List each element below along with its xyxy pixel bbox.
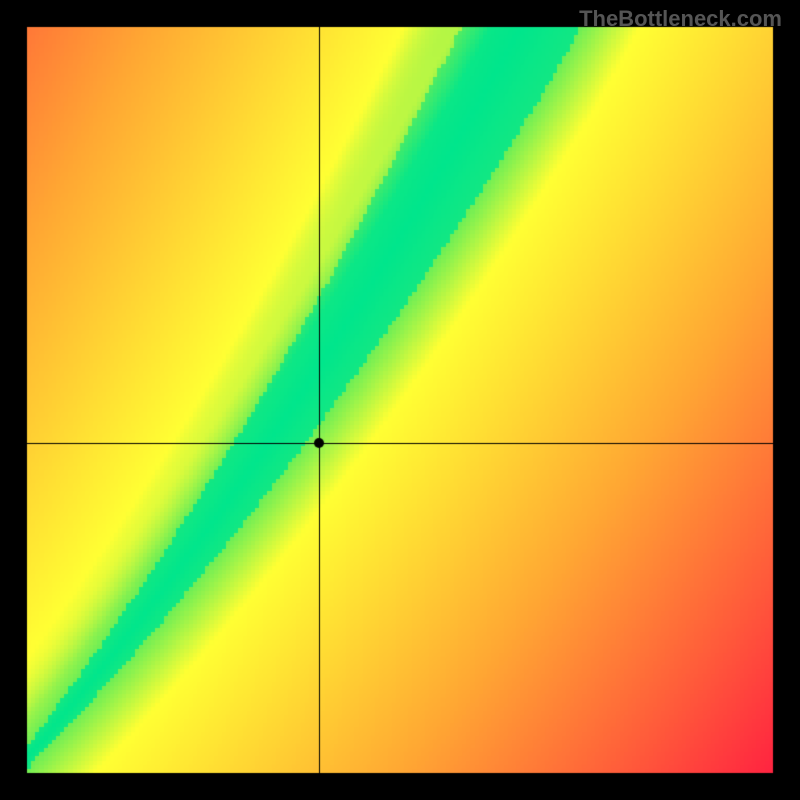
chart-container: TheBottleneck.com	[0, 0, 800, 800]
watermark-text: TheBottleneck.com	[579, 6, 782, 32]
heatmap-canvas	[0, 0, 800, 800]
